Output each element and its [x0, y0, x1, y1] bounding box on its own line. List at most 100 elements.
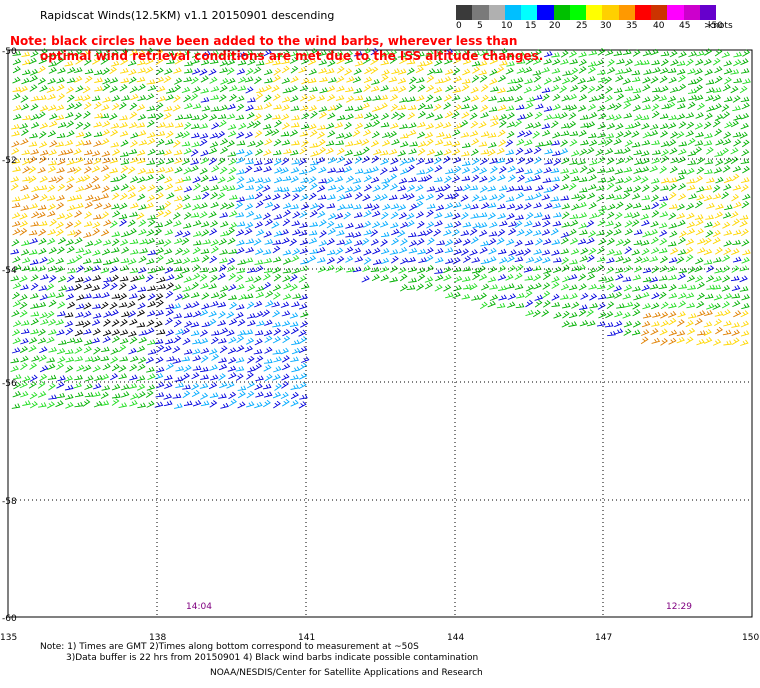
wind-barb [118, 102, 127, 110]
wind-barb [139, 247, 149, 254]
wind-barb [55, 141, 65, 147]
wind-barb [553, 257, 562, 263]
wind-barb [192, 310, 202, 318]
wind-barb [208, 211, 217, 218]
wind-barb [532, 265, 542, 271]
wind-barb [226, 67, 235, 75]
wind-barb [532, 229, 542, 236]
wind-barb [460, 119, 469, 128]
wind-barb [272, 321, 281, 328]
wind-barb [532, 221, 542, 228]
wind-barb [443, 229, 452, 236]
wind-barb [20, 284, 29, 291]
wind-barb [722, 111, 731, 119]
wind-barb [571, 175, 580, 182]
wind-barb [543, 114, 553, 121]
wind-barb [326, 220, 335, 229]
wind-barb [641, 139, 651, 146]
wind-barb [659, 211, 669, 218]
wind-barb [100, 57, 109, 65]
wind-barb [39, 194, 48, 202]
wind-barb [678, 267, 688, 274]
wind-barb [643, 69, 652, 75]
wind-barb [615, 123, 624, 130]
wind-barb [253, 275, 262, 283]
wind-barb [418, 257, 428, 264]
wind-barb [227, 257, 236, 265]
wind-barb [166, 192, 175, 200]
wind-barb [597, 294, 607, 300]
wind-barb [632, 87, 642, 94]
wind-barb [344, 105, 354, 111]
wind-barb [434, 247, 444, 255]
wind-barb [56, 133, 66, 139]
wind-barb [434, 113, 444, 121]
wind-barb [325, 176, 334, 184]
wind-barb [184, 320, 193, 328]
wind-barb [12, 390, 22, 398]
wind-barb [478, 222, 488, 229]
wind-barb [101, 50, 110, 58]
wind-barb [740, 68, 750, 74]
wind-barb [362, 56, 371, 64]
wind-barb [281, 398, 290, 407]
wind-barb [290, 75, 299, 83]
wind-barb [352, 247, 362, 254]
wind-barb [345, 255, 354, 263]
wind-barb [506, 213, 515, 220]
wind-barb [254, 330, 264, 336]
wind-barb [274, 167, 283, 174]
wind-barb [363, 220, 372, 228]
wind-barb [597, 167, 606, 174]
wind-barb [641, 204, 651, 211]
wind-barb [417, 230, 427, 237]
wind-barb [732, 218, 740, 226]
wind-barb [524, 228, 533, 237]
wind-barb [442, 183, 451, 192]
wind-barb [102, 335, 111, 343]
wind-barb [11, 158, 21, 165]
wind-barb [668, 139, 677, 147]
wind-barb [317, 266, 327, 273]
wind-barb [245, 238, 255, 245]
wind-barb [281, 320, 291, 327]
wind-barb [389, 276, 398, 283]
wind-barb [21, 149, 31, 156]
wind-barb [146, 93, 155, 101]
wind-barb [461, 175, 471, 181]
wind-barb [254, 177, 264, 183]
wind-barb [733, 139, 742, 147]
wind-barb [606, 283, 615, 291]
wind-barb [146, 310, 156, 317]
wind-barb [190, 321, 200, 328]
wind-barb [532, 309, 541, 318]
wind-barb [57, 158, 66, 166]
wind-barb [596, 320, 606, 327]
wind-barb [20, 355, 29, 363]
wind-barb [660, 185, 669, 191]
wind-barb [281, 373, 290, 381]
wind-barb [263, 391, 273, 398]
wind-barb [570, 219, 579, 227]
wind-barb [272, 349, 282, 355]
wind-barb [57, 301, 66, 309]
wind-barb [282, 218, 291, 227]
wind-barb [561, 157, 570, 165]
wind-barb [363, 174, 372, 183]
wind-barb [722, 309, 731, 317]
wind-barb [82, 94, 91, 102]
wind-barb [136, 149, 146, 156]
wind-barb [614, 328, 624, 335]
wind-barb [632, 104, 642, 112]
wind-barb [110, 49, 119, 58]
wind-barb [183, 400, 193, 406]
wind-barb [390, 103, 399, 112]
wind-barb [317, 210, 326, 218]
wind-barb [12, 86, 22, 92]
wind-barb [460, 132, 470, 138]
wind-barb [703, 184, 713, 191]
wind-barb [704, 132, 713, 139]
wind-barb [697, 238, 706, 245]
wind-barb [507, 265, 517, 273]
wind-barb [408, 176, 417, 183]
